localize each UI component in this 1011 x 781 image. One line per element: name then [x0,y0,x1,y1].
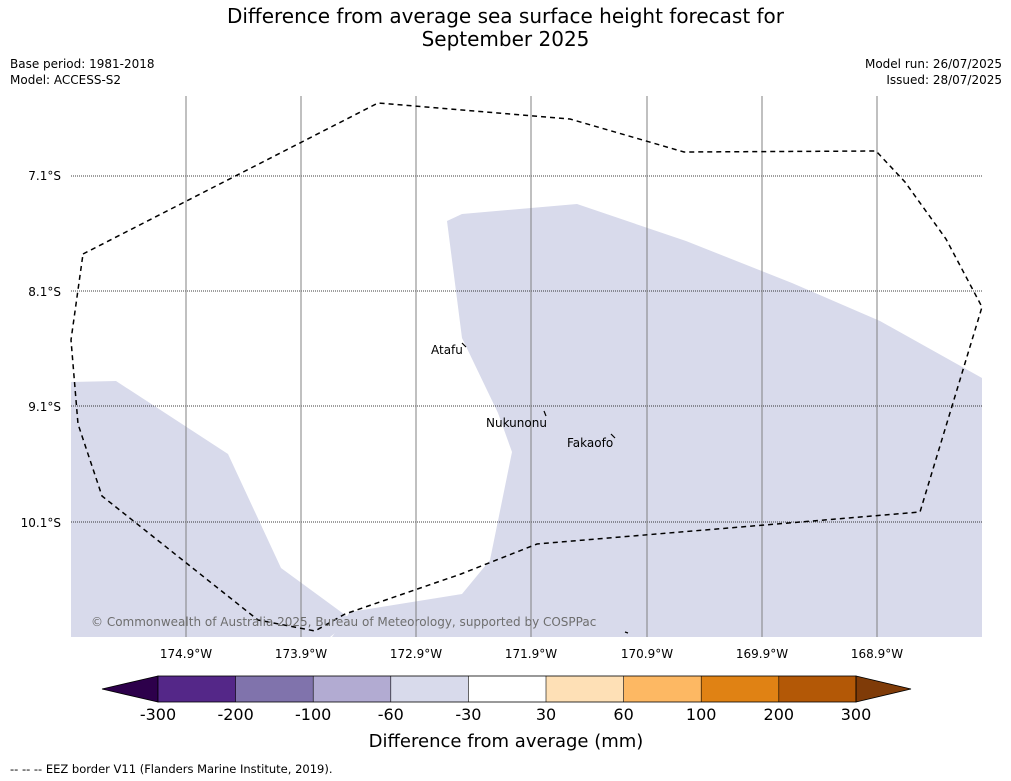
map-title: Difference from average sea surface heig… [0,5,1011,51]
lat-label: 10.1°S [21,516,61,530]
issued-date: Issued: 28/07/2025 [886,73,1002,87]
colorbar-tick: 30 [536,705,556,724]
island-atafu [461,342,467,348]
colorbar-tick: -200 [217,705,253,724]
place-label-atafu: Atafu [431,343,463,357]
colorbar-max-extension [855,675,912,703]
latitude-labels: 7.1°S 8.1°S 9.1°S 10.1°S [21,169,61,530]
map-panel: Atafu Nukunonu Fakaofo © Commonwealth of… [70,96,983,637]
colorbar-tick: 300 [841,705,872,724]
copyright-notice: © Commonwealth of Australia 2025, Bureau… [91,615,596,629]
colorbar-tick: 60 [613,705,633,724]
colorbar-tick: 100 [686,705,717,724]
longitude-gridlines [185,96,878,637]
model-run-date: Model run: 26/07/2025 [864,57,1002,71]
anomaly-region-east [332,204,982,637]
colorbar-segment [468,676,546,702]
lat-label: 9.1°S [28,400,61,414]
metadata-right: Model run: 26/07/2025 Issued: 28/07/2025 [865,56,1002,88]
colorbar-tick: -100 [295,705,331,724]
lon-label: 171.9°W [505,647,557,661]
colorbar-segment [390,676,469,702]
title-line-2: September 2025 [421,27,590,51]
colorbar-label: Difference from average (mm) [369,731,644,752]
colorbar-tick: -300 [140,705,176,724]
colorbar-min-extension [101,675,159,703]
colorbar-segment [778,676,857,702]
colorbar-outline [157,675,857,703]
colorbar-tick: -60 [378,705,404,724]
lon-label: 172.9°W [390,647,442,661]
colorbar: -300 -200 -100 -60 -30 30 60 100 200 300… [101,675,912,752]
island-nukunonu [543,410,547,417]
lon-label: 173.9°W [275,647,327,661]
colorbar-segment [235,676,314,702]
title-line-1: Difference from average sea surface heig… [226,4,785,28]
colorbar-dividers [235,676,780,702]
colorbar-tick: -30 [455,705,481,724]
eez-border [70,102,983,632]
colorbar-tick: 200 [764,705,795,724]
eez-footnote: -- -- -- EEZ border V11 (Flanders Marine… [10,762,333,776]
lat-label: 7.1°S [28,169,61,183]
island-fakaofo [610,433,616,439]
model-name: Model: ACCESS-S2 [10,73,122,87]
lon-label: 170.9°W [621,647,673,661]
colorbar-segment [623,676,702,702]
colorbar-segment [546,676,624,702]
anomaly-region-west [71,381,352,637]
lon-label: 169.9°W [736,647,788,661]
longitude-labels: 174.9°W 173.9°W 172.9°W 171.9°W 170.9°W … [160,647,903,661]
lat-label: 8.1°S [28,285,61,299]
colorbar-segment [701,676,779,702]
base-period: Base period: 1981-2018 [10,57,155,71]
lon-label: 174.9°W [160,647,212,661]
place-label-nukunonu: Nukunonu [486,416,547,430]
metadata-left: Base period: 1981-2018 Model: ACCESS-S2 [10,56,155,88]
colorbar-segment [313,676,391,702]
lon-label: 168.9°W [851,647,903,661]
place-label-fakaofo: Fakaofo [567,436,613,450]
colorbar-ticks: -300 -200 -100 -60 -30 30 60 100 200 300 [140,705,871,724]
island-swains [624,631,629,634]
colorbar-segment [158,676,236,702]
